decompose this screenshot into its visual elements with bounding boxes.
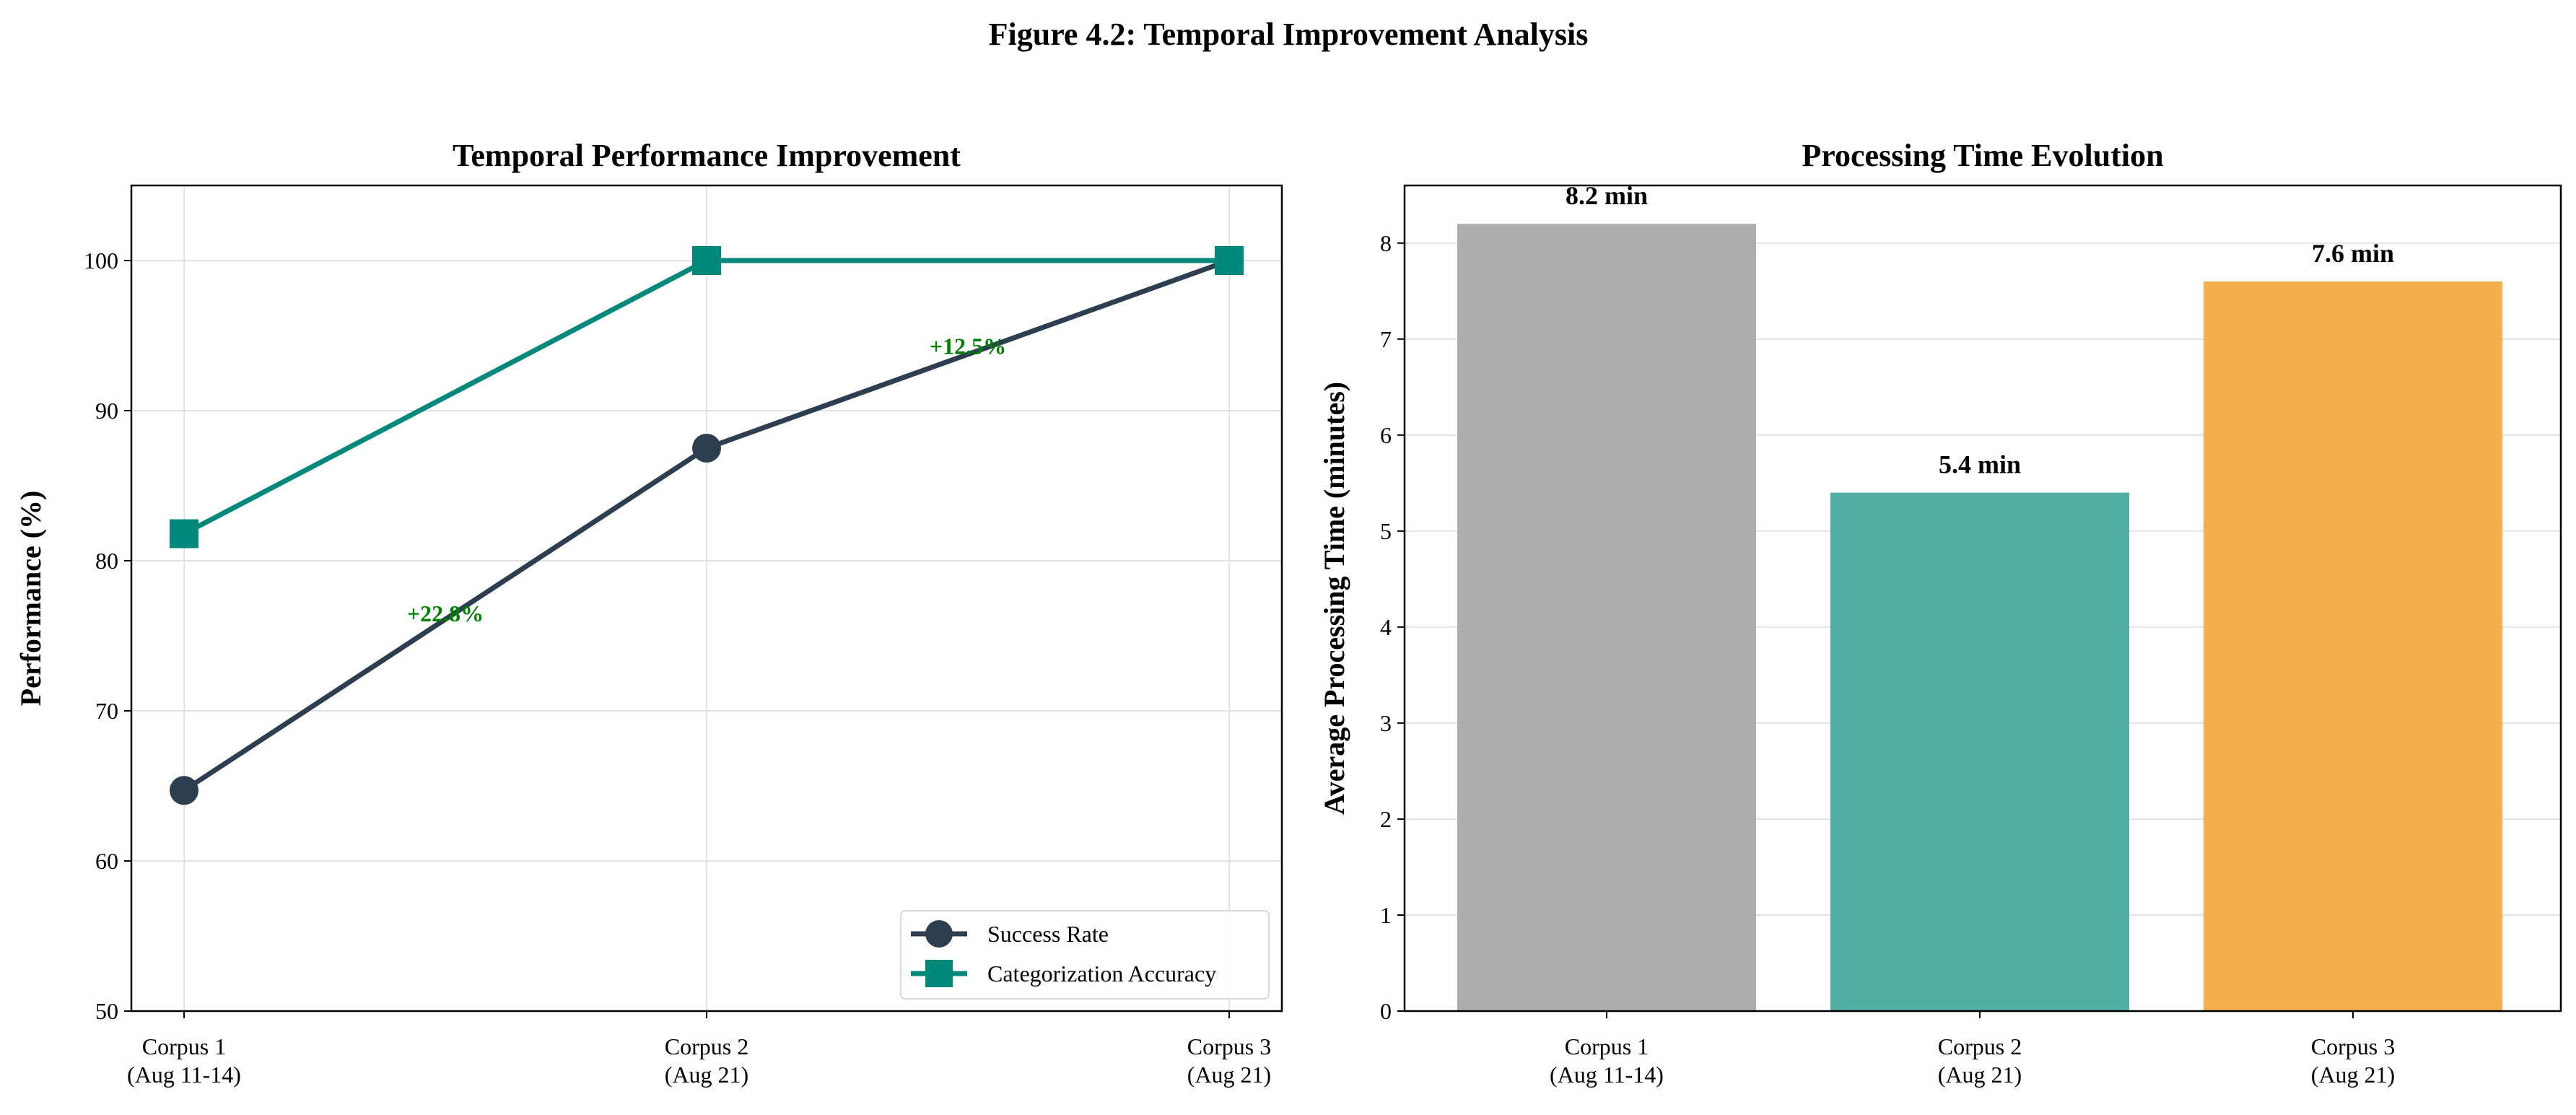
plot-frame bbox=[1403, 184, 2562, 1013]
x-tick-label: (Aug 11-14) bbox=[127, 1062, 241, 1088]
data-point bbox=[170, 776, 198, 805]
y-tick-label: 70 bbox=[95, 698, 118, 724]
legend-label: Categorization Accuracy bbox=[987, 961, 1216, 987]
y-tick-label: 50 bbox=[95, 998, 118, 1024]
y-tick-label: 90 bbox=[95, 398, 118, 424]
legend-marker bbox=[925, 920, 953, 948]
data-point bbox=[692, 246, 721, 275]
y-axis-label: Performance (%) bbox=[14, 491, 47, 707]
data-point bbox=[170, 519, 198, 548]
bar bbox=[2204, 281, 2502, 1011]
y-tick-label: 1 bbox=[1380, 902, 1392, 928]
chart-title: Processing Time Evolution bbox=[1802, 138, 2163, 173]
figure-title: Figure 4.2: Temporal Improvement Analysi… bbox=[989, 17, 1589, 52]
bar bbox=[1830, 492, 2129, 1011]
x-tick-label: (Aug 21) bbox=[1938, 1062, 2022, 1088]
bar-value-label: 5.4 min bbox=[1939, 450, 2021, 479]
y-tick-label: 100 bbox=[84, 248, 118, 274]
legend-marker bbox=[925, 960, 953, 987]
bar-value-label: 7.6 min bbox=[2312, 239, 2394, 268]
y-axis-label: Average Processing Time (minutes) bbox=[1318, 382, 1350, 815]
y-tick-label: 7 bbox=[1380, 326, 1392, 352]
y-tick-label: 80 bbox=[95, 548, 118, 574]
x-tick-label: Corpus 3 bbox=[2311, 1033, 2395, 1059]
x-tick-label: (Aug 21) bbox=[2311, 1062, 2395, 1088]
y-tick-label: 4 bbox=[1380, 614, 1392, 640]
y-tick-label: 0 bbox=[1380, 998, 1392, 1024]
improvement-annotation: +12.5% bbox=[930, 333, 1006, 359]
legend-label: Success Rate bbox=[987, 921, 1109, 947]
x-tick-label: Corpus 3 bbox=[1187, 1033, 1271, 1059]
y-tick-label: 5 bbox=[1380, 518, 1392, 544]
x-tick-label: (Aug 11-14) bbox=[1550, 1062, 1664, 1088]
x-tick-label: Corpus 2 bbox=[1938, 1033, 2022, 1059]
y-tick-label: 8 bbox=[1380, 230, 1392, 256]
y-tick-label: 60 bbox=[95, 848, 118, 874]
x-tick-label: (Aug 21) bbox=[665, 1062, 748, 1088]
y-tick-label: 3 bbox=[1380, 710, 1392, 736]
x-tick-label: Corpus 2 bbox=[665, 1033, 748, 1059]
y-tick-label: 6 bbox=[1380, 422, 1392, 448]
legend-box bbox=[900, 910, 1270, 1000]
y-tick-label: 2 bbox=[1380, 806, 1392, 832]
x-tick-label: Corpus 1 bbox=[142, 1033, 226, 1059]
data-point bbox=[1215, 246, 1244, 275]
x-tick-label: Corpus 1 bbox=[1565, 1033, 1649, 1059]
data-point bbox=[692, 434, 721, 463]
x-tick-label: (Aug 21) bbox=[1187, 1062, 1271, 1088]
line-chart-temporal-performance: 50 60 70 80 90 100 Corpus 1 (Aug 11-14) Corpus 2… bbox=[14, 138, 1283, 1088]
bar bbox=[1457, 224, 1756, 1012]
chart-title: Temporal Performance Improvement bbox=[453, 138, 961, 173]
improvement-annotation: +22.8% bbox=[407, 600, 484, 626]
